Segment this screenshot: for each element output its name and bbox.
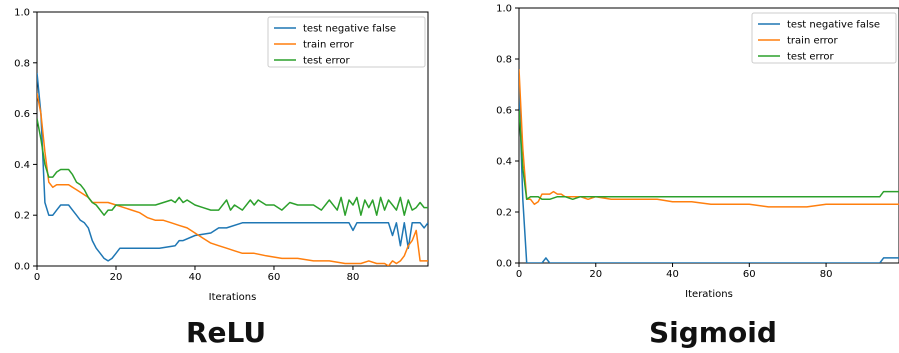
x-tick-label: 60: [743, 269, 756, 280]
y-tick-label: 0.8: [14, 58, 30, 69]
y-tick-label: 0.8: [496, 55, 512, 66]
y-tick-label: 0.2: [14, 211, 30, 222]
legend-box: [267, 16, 426, 68]
y-tick-label: 0.4: [14, 160, 30, 171]
y-tick-label: 0.6: [496, 106, 512, 117]
relu-caption: ReLU: [186, 316, 267, 349]
y-tick-label: 0.0: [14, 262, 30, 273]
x-tick-label: 80: [347, 272, 360, 283]
legend-label: test error: [303, 56, 350, 67]
y-tick-label: 0.2: [496, 208, 512, 219]
series-line-train-error: [37, 93, 428, 266]
y-tick-label: 0.0: [496, 259, 512, 270]
x-axis-label: Iterations: [685, 289, 733, 300]
x-tick-label: 80: [820, 269, 833, 280]
sigmoid-caption: Sigmoid: [649, 316, 777, 349]
y-tick-label: 1.0: [14, 8, 30, 19]
x-tick-label: 0: [516, 269, 522, 280]
y-tick-label: 0.6: [14, 109, 30, 120]
x-axis-label: Iterations: [209, 292, 257, 303]
y-tick-label: 0.4: [496, 157, 512, 168]
series-line-test-error: [519, 109, 899, 201]
legend-label: train error: [787, 36, 839, 47]
legend-label: test negative false: [787, 20, 880, 31]
sigmoid-chart: 0.0 0.2 0.4 0.6 0.8 1.0 0 20 40 60 80 Iterations tes…: [496, 4, 899, 300]
x-tick-label: 20: [110, 272, 123, 283]
series-line-test-error: [37, 118, 428, 216]
legend-label: train error: [303, 40, 355, 51]
series-line-test-negative-false: [37, 72, 428, 262]
x-tick-label: 0: [34, 272, 40, 283]
relu-chart: 0.0 0.2 0.4 0.6 0.8 1.0 0 20 40 60 80 Iterations tes…: [14, 8, 429, 303]
legend-label: test negative false: [303, 24, 396, 35]
x-tick-label: 40: [666, 269, 679, 280]
x-tick-label: 40: [189, 272, 202, 283]
y-tick-label: 1.0: [496, 4, 512, 15]
legend-label: test error: [787, 52, 834, 63]
x-tick-label: 60: [268, 272, 281, 283]
legend-box: [751, 12, 897, 64]
x-tick-label: 20: [589, 269, 602, 280]
